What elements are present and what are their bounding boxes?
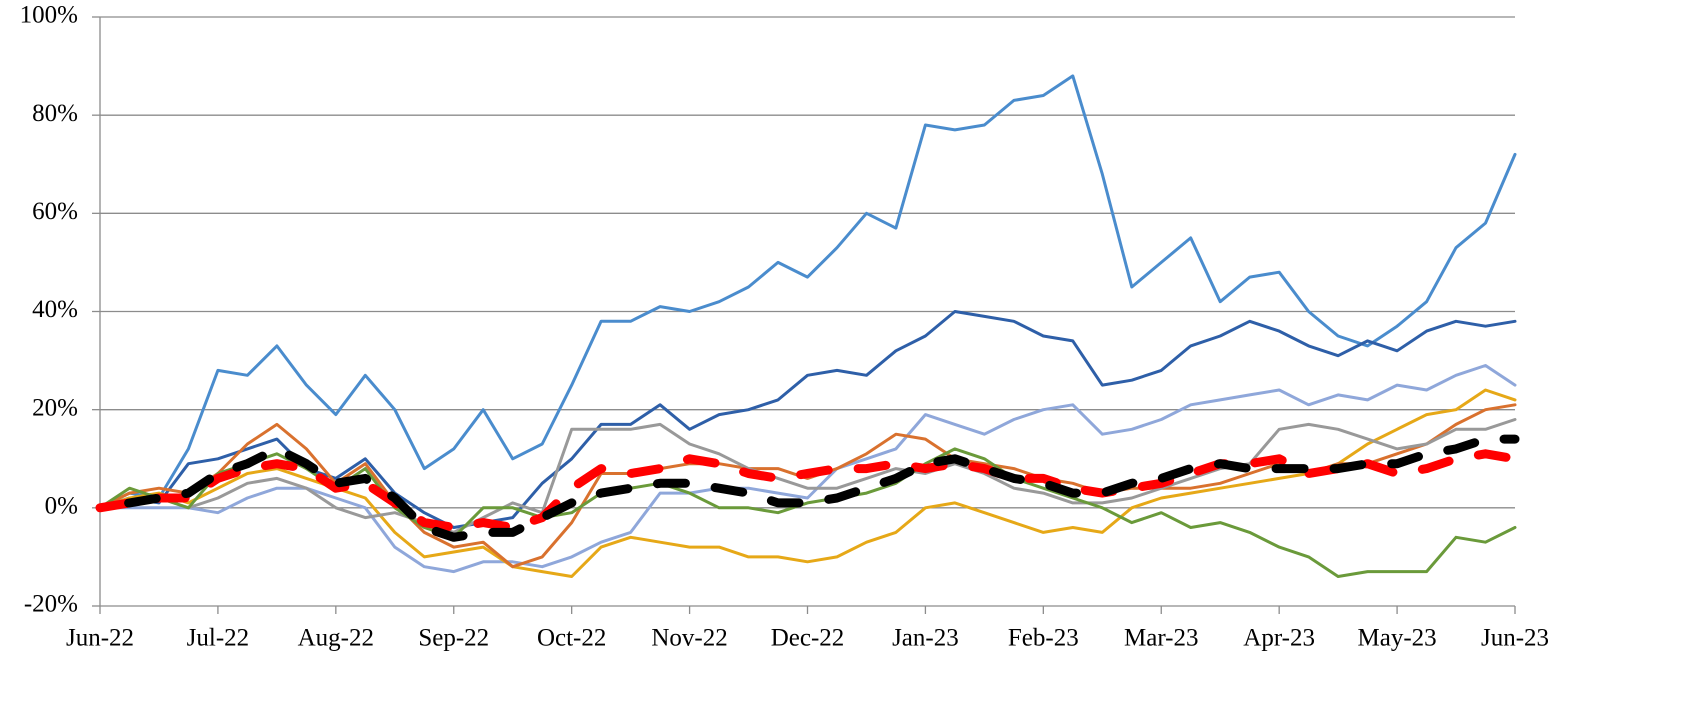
series-line xyxy=(98,403,1517,569)
x-tick-label: Dec-22 xyxy=(771,625,845,652)
x-tick-label: Sep-22 xyxy=(418,625,489,652)
series-line xyxy=(98,388,1517,578)
series-line xyxy=(95,434,1520,542)
series-line xyxy=(98,418,1517,534)
series-line xyxy=(98,74,1517,510)
y-tick-label: -20% xyxy=(24,591,78,618)
x-tick-label: Jul-22 xyxy=(187,625,250,652)
x-tick-label: Apr-23 xyxy=(1243,625,1315,652)
y-tick-label: 0% xyxy=(45,493,78,520)
x-tick-label: Jan-23 xyxy=(892,625,959,652)
x-tick-label: Oct-22 xyxy=(537,625,606,652)
y-tick-label: 40% xyxy=(32,296,78,323)
series-line xyxy=(98,364,1517,574)
series-line xyxy=(98,310,1517,529)
x-tick-label: Jun-22 xyxy=(66,625,134,652)
y-tick-label: 100% xyxy=(20,2,78,29)
x-tick-label: Mar-23 xyxy=(1124,625,1198,652)
x-tick-label: Nov-22 xyxy=(651,625,727,652)
x-tick-label: Aug-22 xyxy=(298,625,374,652)
x-tick-label: Feb-23 xyxy=(1008,625,1079,652)
y-tick-label: 80% xyxy=(32,100,78,127)
series-line xyxy=(95,449,1520,532)
x-tick-label: Jun-23 xyxy=(1481,625,1549,652)
x-tick-label: May-23 xyxy=(1358,625,1437,652)
y-tick-label: 20% xyxy=(32,394,78,421)
y-tick-label: 60% xyxy=(32,198,78,225)
